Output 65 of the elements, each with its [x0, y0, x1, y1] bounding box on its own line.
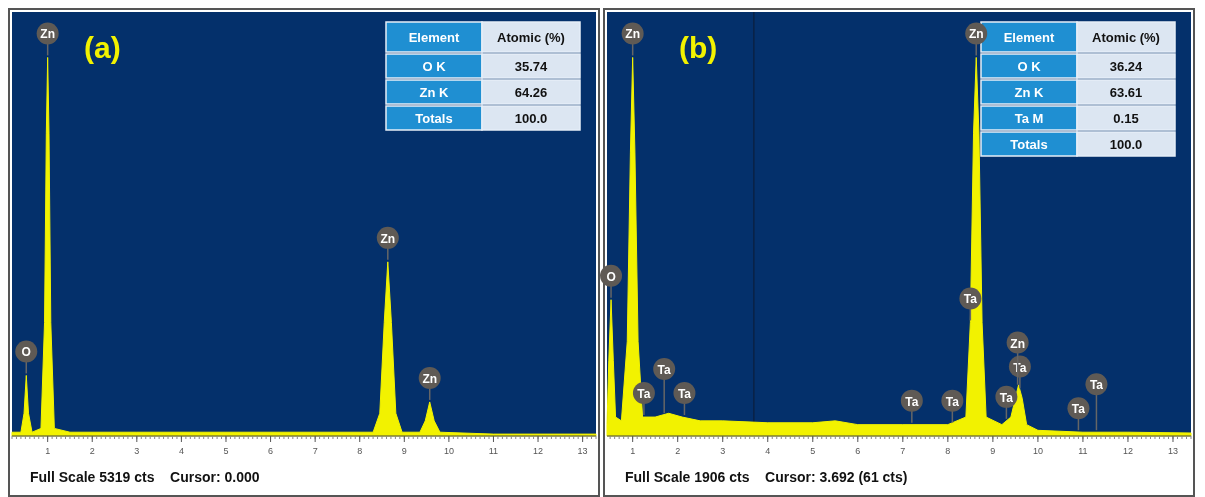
annotation: O [606, 269, 616, 284]
text: Full Scale 5319 cts Cursor: 0.000 [30, 469, 260, 485]
x-tick-label: 12 [1122, 446, 1133, 456]
x-tick-label: 8 [945, 446, 951, 456]
annotation: Ta [1071, 402, 1086, 417]
x-tick-label: 1 [630, 446, 636, 456]
annotation: Zn K [1014, 85, 1045, 100]
x-tick-label: 4 [178, 446, 184, 456]
annotation: 0.15 [1113, 111, 1139, 126]
x-tick-label: 11 [488, 446, 499, 456]
annotation: 100.0 [514, 111, 548, 126]
annotation: 64.26 [514, 85, 548, 100]
annotation: Zn [968, 27, 984, 42]
text: Atomic (%) [1092, 30, 1160, 45]
annotation: 36.24 [1109, 59, 1144, 74]
x-tick-label: 10 [443, 446, 454, 456]
x-tick-label: 3 [134, 446, 140, 456]
x-tick-label: 8 [357, 446, 363, 456]
annotation: Ta M [1014, 111, 1044, 126]
annotation: Ta [945, 394, 960, 409]
annotation: Ta [657, 363, 672, 378]
x-tick-label: 7 [312, 446, 318, 456]
x-tick-label: 13 [1167, 446, 1178, 456]
x-tick-label: 11 [1078, 446, 1088, 456]
annotation: Zn [625, 27, 640, 42]
annotation: Zn [422, 371, 438, 386]
annotation: Totals [1010, 137, 1048, 152]
annotation: 100.0 [1109, 137, 1143, 152]
x-tick-label: 9 [401, 446, 407, 456]
x-tick-label: 12 [533, 446, 544, 456]
annotation: Zn [380, 231, 396, 246]
text: Element [1003, 30, 1055, 45]
x-tick-label: 9 [990, 446, 996, 456]
annotation: 35.74 [514, 59, 549, 74]
x-tick-label: 2 [675, 446, 681, 456]
x-tick-label: 4 [765, 446, 771, 456]
x-tick-label: 1 [45, 446, 51, 456]
x-tick-label: 6 [268, 446, 274, 456]
annotation: 63.61 [1109, 85, 1143, 100]
annotation: O [21, 345, 31, 360]
x-tick-label: 5 [223, 446, 229, 456]
annotation: Ta [999, 390, 1014, 405]
text: Element [408, 30, 460, 45]
annotation: O K [1017, 59, 1042, 74]
x-tick-label: 3 [720, 446, 726, 456]
x-tick-label: 13 [577, 446, 588, 456]
annotation: Zn [1010, 336, 1025, 351]
annotation: Ta [963, 292, 978, 307]
chart-title: (a) [84, 31, 121, 64]
chart-title: (b) [679, 31, 718, 64]
annotation: O K [422, 59, 447, 74]
x-tick-label: 10 [1032, 446, 1043, 456]
x-tick-label: 7 [900, 446, 906, 456]
annotation: Totals [415, 111, 453, 126]
annotation: Zn K [419, 85, 450, 100]
annotation: Ta [905, 394, 919, 409]
annotation: Ta [1089, 378, 1104, 393]
text: Full Scale 1906 cts Cursor: 3.692 (61 cts) [625, 469, 908, 485]
text: Atomic (%) [497, 30, 565, 45]
annotation: Ta [637, 387, 651, 402]
x-tick-label: 5 [810, 446, 816, 456]
x-tick-label: 6 [855, 446, 861, 456]
annotation: Zn [40, 27, 55, 42]
annotation: Ta [677, 387, 692, 402]
x-tick-label: 2 [89, 446, 95, 456]
